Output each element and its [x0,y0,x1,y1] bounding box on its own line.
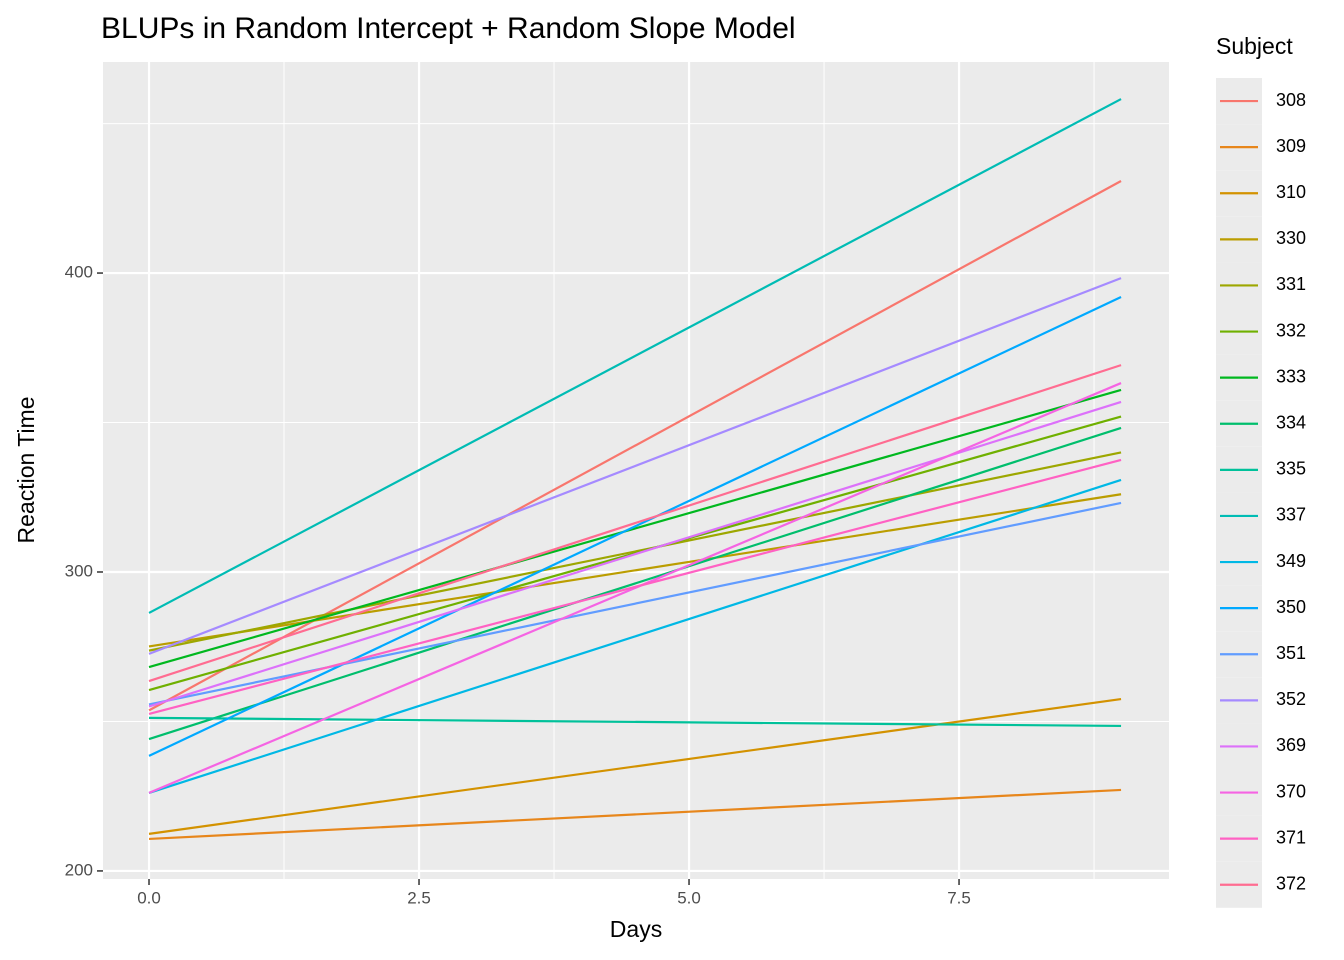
series-line [148,364,1122,683]
legend-label: 309 [1276,136,1306,156]
legend-label: 349 [1276,551,1306,571]
legend-label: 370 [1276,781,1306,801]
legend-label: 332 [1276,320,1306,340]
chart-title: BLUPs in Random Intercept + Random Slope… [101,12,796,45]
x-tick-label: 5.0 [677,888,701,907]
legend-label: 351 [1276,643,1306,663]
legend-label: 372 [1276,874,1306,894]
legend-label: 371 [1276,827,1306,847]
series-line [148,478,1122,794]
legend-title: Subject [1216,33,1293,59]
legend-label: 333 [1276,366,1306,386]
legend-label: 308 [1276,90,1306,110]
x-tick-label: 2.5 [407,888,431,907]
series-line [148,697,1122,835]
series-line [148,277,1122,655]
series-line [148,451,1122,652]
legend-label: 369 [1276,735,1306,755]
series-line [148,788,1122,841]
x-tick-label: 0.0 [137,888,161,907]
legend-label: 331 [1276,274,1306,294]
legend-label: 330 [1276,228,1306,248]
y-tick-label: 200 [65,860,93,879]
legend-label: 334 [1276,413,1306,433]
series-line [148,295,1122,757]
y-axis-title: Reaction Time [13,396,39,543]
series-line [148,388,1122,669]
legend-label: 310 [1276,182,1306,202]
series-line [148,98,1122,614]
legend-label: 337 [1276,505,1306,525]
series-line [148,458,1122,716]
y-tick-label: 300 [65,561,93,580]
series-line [149,716,1122,728]
legend-label: 335 [1276,459,1306,479]
x-axis-title: Days [610,916,662,942]
series-line [148,426,1122,741]
y-tick-label: 400 [65,263,93,282]
x-tick-label: 7.5 [947,888,971,907]
legend-label: 350 [1276,597,1306,617]
series-line [148,400,1122,708]
legend-label: 352 [1276,689,1306,709]
